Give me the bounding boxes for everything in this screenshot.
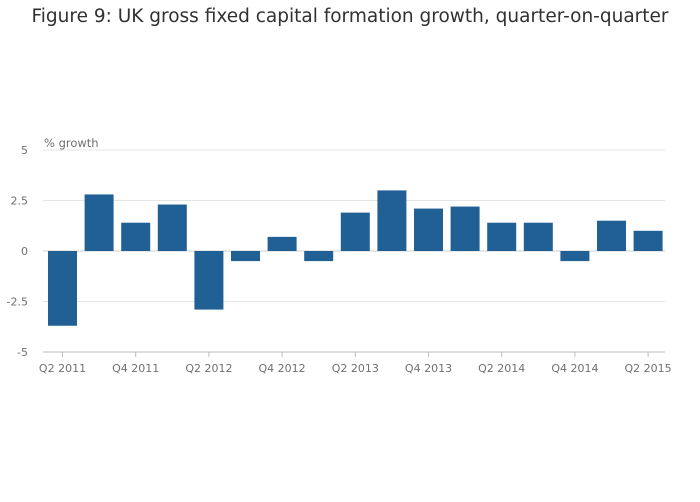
bar-q1-2014: [451, 207, 480, 251]
bar-q4-2013: [414, 209, 443, 251]
y-tick-label: 0: [21, 245, 28, 258]
bar-q4-2014: [560, 251, 589, 261]
x-tick-label: Q2 2014: [478, 362, 525, 375]
y-tick-label: -5: [17, 346, 28, 359]
bar-q1-2015: [597, 221, 626, 251]
bar-q4-2011: [121, 223, 150, 251]
y-tick-label: -2.5: [7, 296, 28, 309]
x-tick-label: Q2 2012: [185, 362, 232, 375]
bar-q1-2013: [304, 251, 333, 261]
y-tick-label: 2.5: [11, 195, 29, 208]
bar-q4-2012: [268, 237, 297, 251]
x-tick-label: Q4 2013: [405, 362, 452, 375]
bar-q2-2015: [634, 231, 663, 251]
x-tick-label: Q2 2015: [625, 362, 672, 375]
x-tick-label: Q4 2014: [551, 362, 598, 375]
bar-q1-2012: [158, 205, 187, 251]
chart-area: -5 -2.5 0 2.5 5 Q2 2011 Q4 2011 Q2 2012 Q4 2012 Q…: [0, 0, 700, 502]
x-tick-label: Q2 2013: [332, 362, 379, 375]
y-axis-label: % growth: [44, 136, 99, 150]
x-tick-label: Q2 2011: [39, 362, 86, 375]
bar-q2-2014: [487, 223, 516, 251]
bar-q3-2011: [85, 194, 114, 251]
bar-q2-2011: [48, 251, 77, 326]
x-tick-label: Q4 2011: [112, 362, 159, 375]
bar-q3-2013: [377, 190, 406, 251]
bar-q3-2012: [231, 251, 260, 261]
bars: [48, 190, 663, 325]
y-tick-label: 5: [21, 144, 28, 157]
bar-q2-2013: [341, 213, 370, 251]
x-tick-label: Q4 2012: [259, 362, 306, 375]
bar-q2-2012: [194, 251, 223, 310]
bar-q3-2014: [524, 223, 553, 251]
